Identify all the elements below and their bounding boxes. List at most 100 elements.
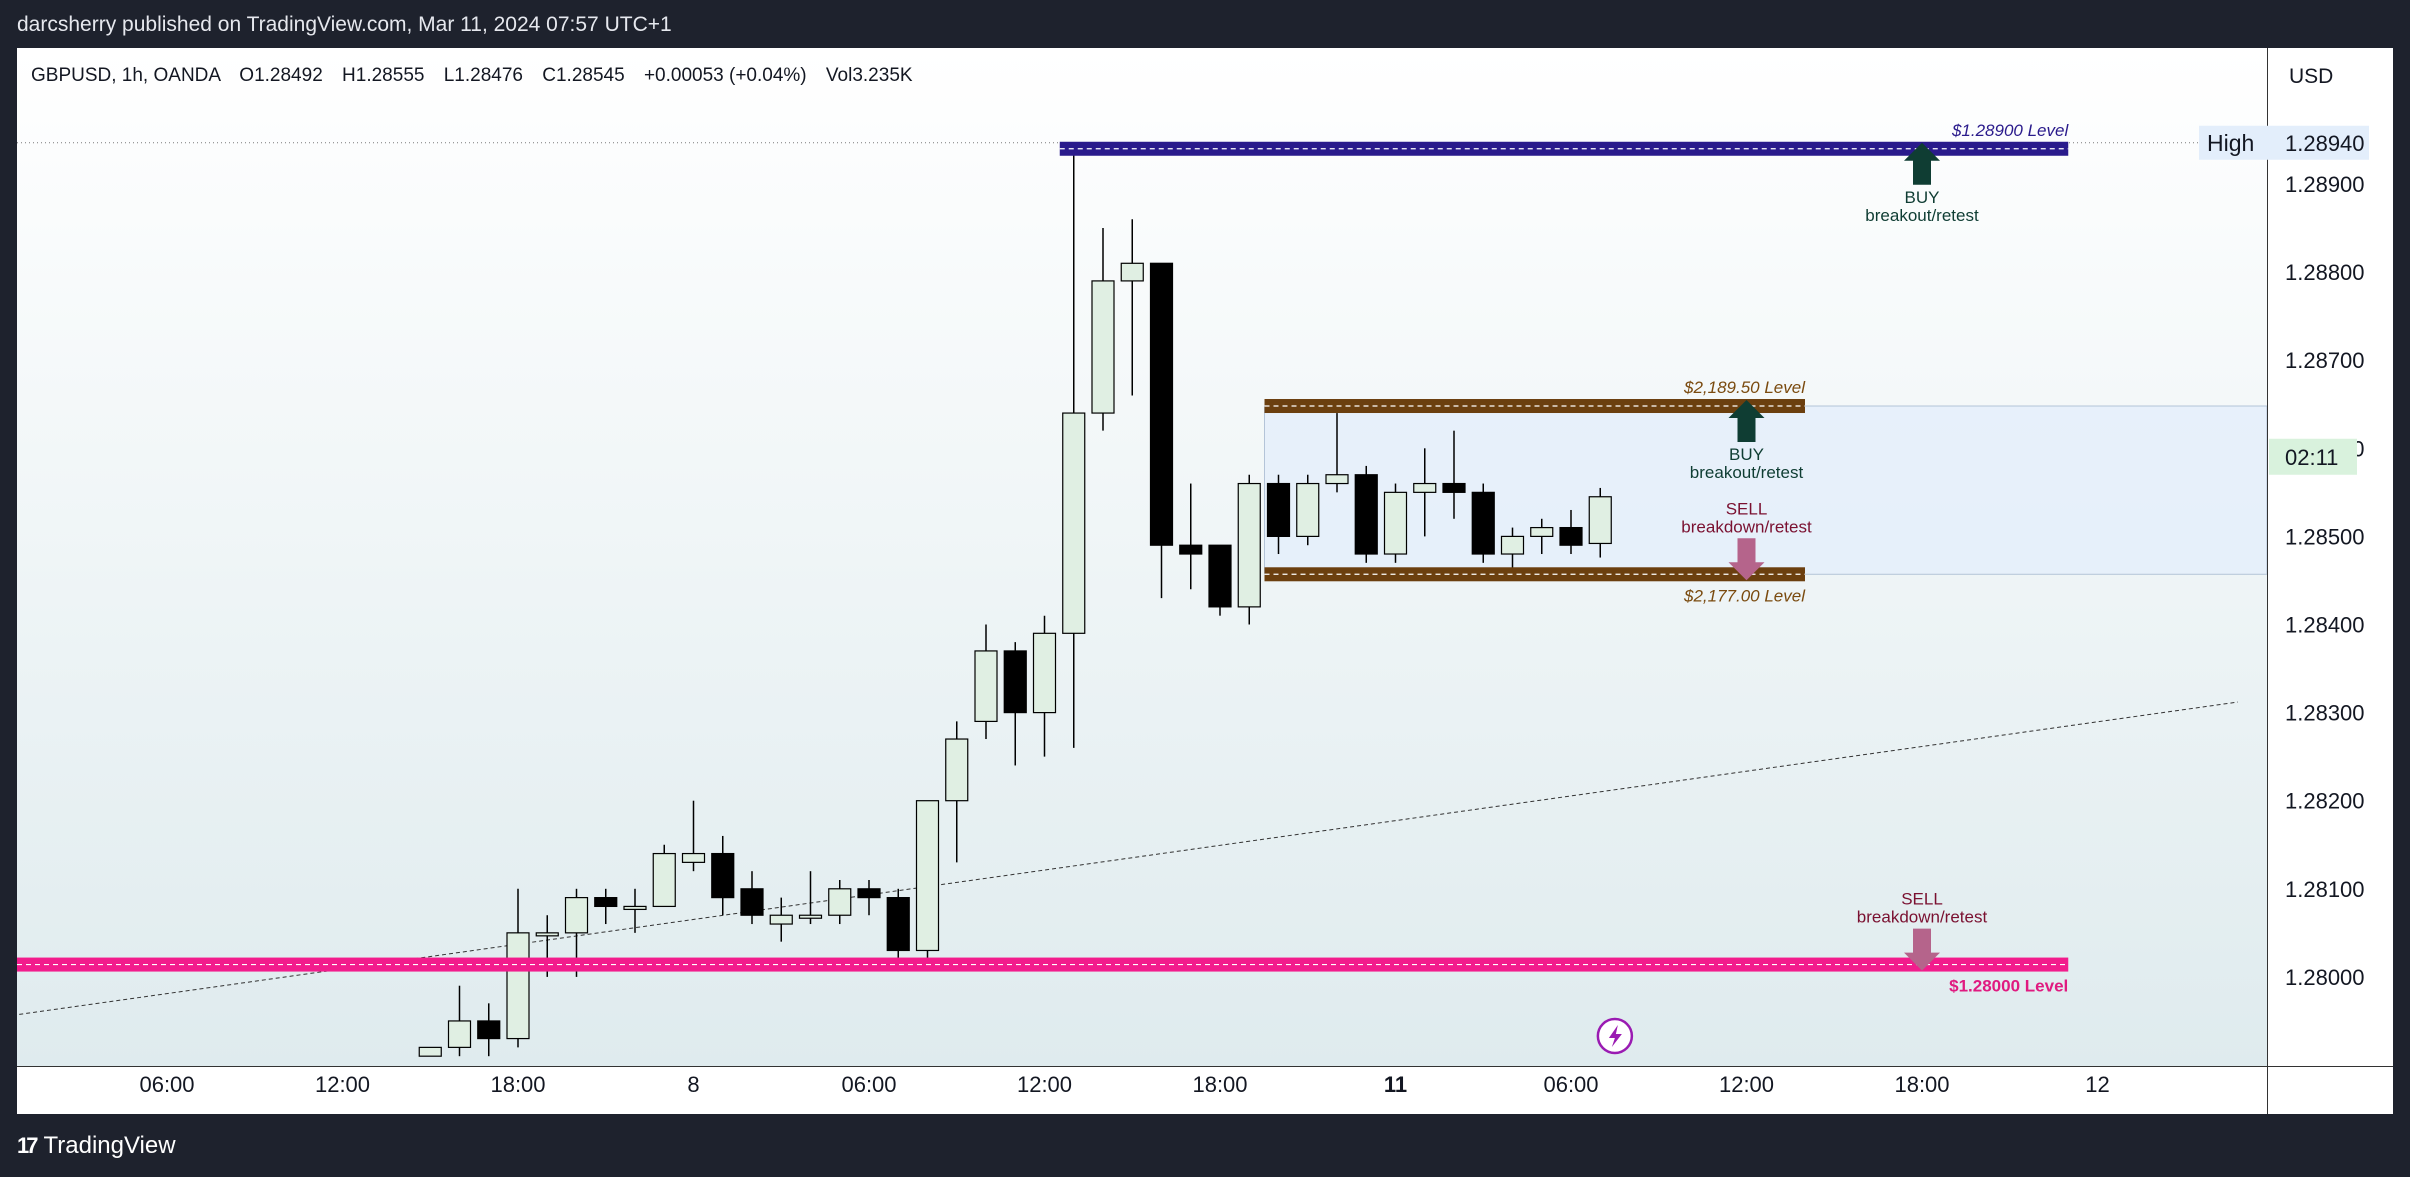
candle[interactable] (1032, 615, 1057, 757)
candle-body-up (798, 914, 823, 919)
legend-open: O1.28492 (239, 65, 322, 86)
candle-body-up (974, 650, 998, 723)
candle[interactable] (1325, 413, 1349, 493)
time-axis[interactable]: 06:00 12:00 18:00 8 06:00 12:00 18:00 11 06:00 12… (139, 1072, 2109, 1097)
candle-body-down (711, 852, 735, 899)
candle[interactable] (477, 1003, 501, 1057)
axis-markers: High 1.28940 02:11 (2199, 125, 2369, 475)
candle[interactable] (1413, 448, 1437, 537)
candle[interactable] (798, 871, 823, 925)
candle[interactable] (1442, 430, 1466, 519)
candle[interactable] (652, 844, 676, 908)
candle[interactable] (623, 888, 647, 933)
level-line-3[interactable]: $1.28000 Level (17, 957, 2069, 996)
tradingview-logo[interactable]: 17 TradingView (17, 1128, 176, 1164)
candle-body-up (564, 897, 589, 934)
candle[interactable] (740, 871, 764, 925)
price-axis[interactable]: 1.289001.288001.287001.286001.285001.284… (2285, 172, 2365, 990)
time-tick-label: 18:00 (1894, 1072, 1949, 1097)
candle[interactable] (594, 888, 618, 925)
level-line-1[interactable]: $2,189.50 Level (1264, 378, 1807, 414)
candle[interactable] (1530, 518, 1554, 555)
candle[interactable] (681, 800, 706, 872)
candle-body-down (886, 897, 910, 952)
candle[interactable] (1003, 642, 1027, 766)
candle[interactable] (1354, 465, 1378, 563)
legend-low: L1.28476 (444, 65, 523, 86)
candle[interactable] (1266, 474, 1291, 555)
candle[interactable] (418, 1046, 442, 1057)
levels-layer[interactable]: $1.28900 Level $2,189.50 Level $2,177.00 L… (17, 121, 2069, 996)
candle[interactable] (974, 624, 998, 740)
candle[interactable] (1588, 487, 1612, 558)
chart-svg[interactable]: $1.28900 Level $2,189.50 Level $2,177.00 L… (17, 48, 2393, 1114)
level-line-2[interactable]: $2,177.00 Level (1264, 567, 1807, 605)
annotation-title: SELL (1901, 890, 1943, 909)
level-label: $2,177.00 Level (1683, 586, 1806, 605)
annotation-subtitle: breakdown/retest (1857, 908, 1988, 927)
candle[interactable] (1559, 509, 1583, 555)
candle[interactable] (945, 721, 969, 863)
legend-symbol: GBPUSD, 1h, OANDA (31, 65, 221, 86)
high-marker-label: High (2207, 130, 2254, 156)
candle-body-up (681, 852, 706, 863)
high-marker-value: 1.28940 (2285, 131, 2365, 156)
high-marker-bg (2199, 125, 2369, 160)
price-tick-label: 1.28200 (2285, 789, 2365, 814)
candle-body-up (1588, 496, 1612, 545)
candle[interactable] (1179, 483, 1203, 590)
legend-change: +0.00053 (+0.04%) (644, 65, 807, 86)
publish-header: darcsherry published on TradingView.com,… (0, 0, 2410, 48)
time-tick-label: 12:00 (1017, 1072, 1072, 1097)
candle-body-down (1149, 262, 1174, 546)
candle-body-up (1062, 412, 1086, 634)
candle-body-up (535, 932, 559, 937)
candle-body-up (1500, 535, 1525, 555)
legend-high: H1.28555 (342, 65, 424, 86)
price-tick-label: 1.28800 (2285, 260, 2365, 285)
candle[interactable] (886, 888, 910, 969)
level-band (17, 957, 2069, 972)
candle-body-up (1296, 482, 1320, 538)
time-tick-label: 11 (1384, 1072, 1407, 1097)
candle[interactable] (447, 985, 472, 1057)
currency-label[interactable]: USD (2289, 65, 2333, 88)
candle[interactable] (711, 835, 735, 916)
time-tick-label: 8 (687, 1072, 699, 1097)
candle[interactable] (1091, 228, 1115, 431)
down-arrow-icon (1728, 538, 1765, 581)
candles-layer[interactable] (418, 148, 1612, 1057)
candle[interactable] (915, 800, 940, 969)
candle-body-down (1559, 526, 1583, 546)
candle-body-up (506, 932, 530, 1040)
candle[interactable] (1383, 483, 1408, 563)
annotation-subtitle: breakout/retest (1690, 463, 1804, 482)
candle-body-down (1442, 482, 1466, 493)
annotation-subtitle: breakout/retest (1865, 206, 1979, 225)
level-label: $1.28900 Level (1951, 121, 2069, 140)
candle-body-up (769, 914, 793, 925)
candle[interactable] (828, 879, 852, 925)
candle[interactable] (1471, 483, 1495, 563)
level-line-0[interactable]: $1.28900 Level (1059, 121, 2070, 156)
candle[interactable] (1500, 527, 1525, 572)
candle[interactable] (769, 897, 793, 942)
chart-panel[interactable]: $1.28900 Level $2,189.50 Level $2,177.00 L… (17, 48, 2393, 1114)
candle[interactable] (1120, 219, 1144, 396)
candle[interactable] (1208, 544, 1232, 616)
candle-body-up (1032, 632, 1057, 714)
candle-body-down (1266, 482, 1291, 538)
up-arrow-icon (1904, 142, 1940, 185)
candle-body-up (623, 905, 647, 911)
lightning-icon-bolt (1608, 1025, 1622, 1047)
candle[interactable] (1237, 474, 1261, 625)
candle-body-down (477, 1020, 501, 1040)
candle-body-up (915, 800, 940, 952)
candle[interactable] (1149, 262, 1174, 599)
candle[interactable] (1062, 148, 1086, 748)
countdown-value: 02:11 (2285, 445, 2338, 470)
time-tick-label: 12:00 (1719, 1072, 1774, 1097)
candle[interactable] (1296, 474, 1320, 546)
candle[interactable] (857, 879, 881, 916)
